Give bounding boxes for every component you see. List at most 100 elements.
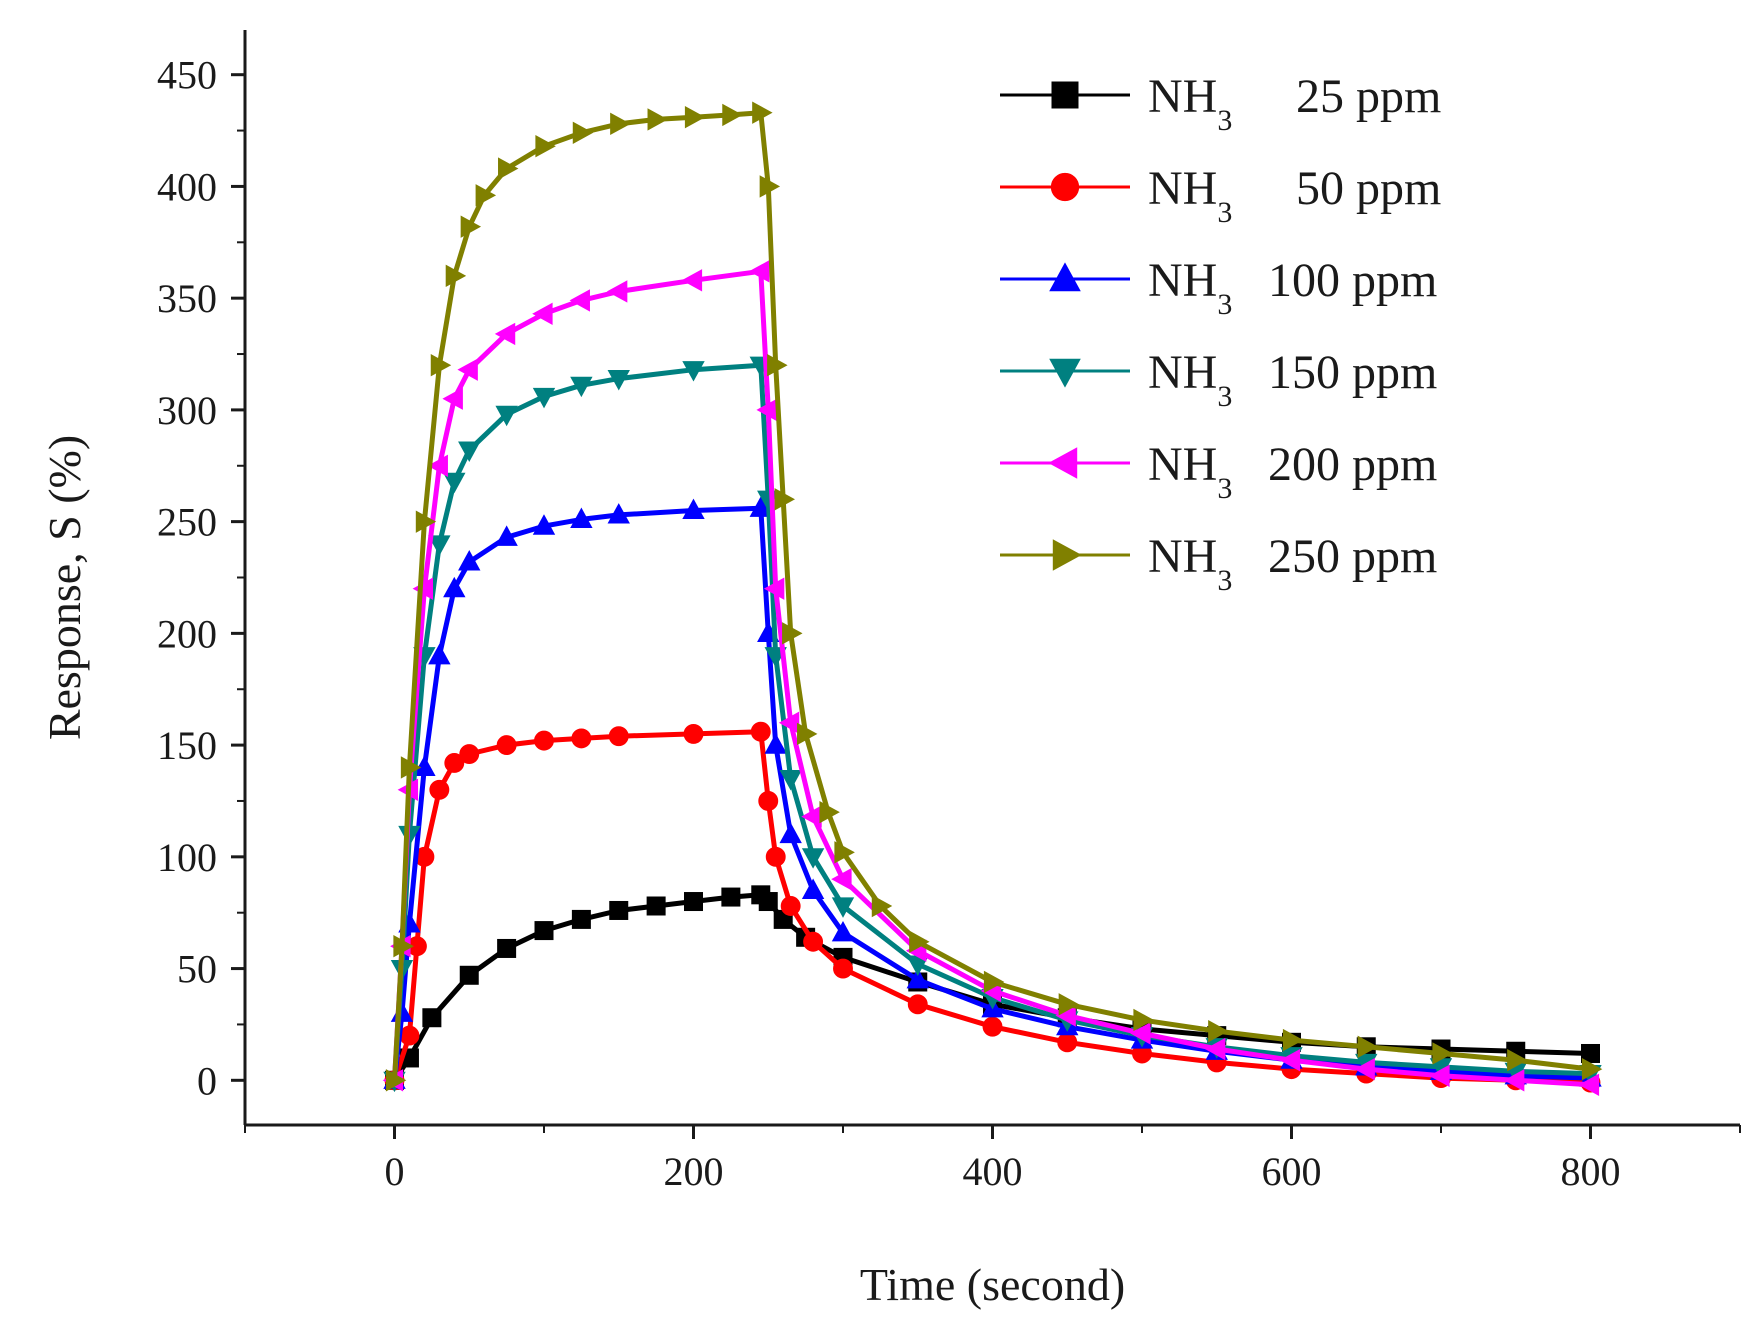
data-point (834, 841, 855, 864)
data-point (774, 488, 796, 511)
data-point (1282, 1028, 1304, 1052)
data-point (475, 184, 497, 207)
data-point (385, 1069, 407, 1092)
data-point (778, 711, 800, 734)
data-point (819, 800, 840, 824)
x-tick-label: 200 (664, 1149, 724, 1194)
data-point (428, 535, 451, 556)
data-point (443, 472, 466, 494)
data-point (458, 550, 481, 571)
y-tick-label: 150 (157, 723, 217, 768)
data-point (1429, 1064, 1450, 1088)
data-point (983, 970, 1005, 994)
series-1 (385, 885, 1600, 1090)
data-point (427, 454, 448, 477)
data-point (1057, 1032, 1078, 1053)
legend-marker (1052, 539, 1082, 571)
data-point (495, 525, 518, 546)
data-point (906, 967, 929, 989)
data-point (1279, 1049, 1301, 1072)
data-point (430, 354, 452, 377)
data-point (763, 577, 785, 600)
data-point (779, 770, 802, 791)
data-point (1503, 1069, 1525, 1092)
data-point (532, 514, 556, 535)
data-point (607, 370, 630, 391)
data-point (722, 103, 743, 127)
data-point (534, 921, 554, 941)
data-point (532, 387, 556, 409)
x-tick-label: 0 (385, 1149, 405, 1194)
y-tick-label: 200 (157, 611, 217, 656)
series-2 (384, 721, 1601, 1093)
data-point (1208, 1019, 1229, 1043)
data-point (764, 733, 787, 754)
legend-item-6: NH3 250 ppm (1000, 530, 1437, 597)
y-tick-label: 50 (177, 947, 217, 992)
legend-label: NH3 100 ppm (1148, 254, 1437, 321)
data-point (982, 1016, 1003, 1037)
data-point (534, 730, 554, 751)
legend-label: NH3 250 ppm (1148, 530, 1437, 597)
data-point (444, 753, 465, 773)
data-point (765, 846, 786, 867)
data-point (797, 722, 818, 746)
data-point (831, 897, 855, 918)
data-point (801, 878, 825, 899)
x-axis-ticks: 0 200 400 600 800 (244, 1125, 1741, 1194)
axes: 0 50 100 150 200 250 300 350 400 450 0 200 400 600 80… (157, 30, 1741, 1194)
x-axis-title: Time (second) (860, 1259, 1125, 1310)
legend-label: NH3 25 ppm (1148, 70, 1441, 137)
data-point (833, 958, 853, 979)
data-point (610, 112, 631, 136)
series-line (392, 268, 1591, 1088)
data-point (609, 900, 629, 920)
data-point (1133, 1008, 1154, 1032)
series-6 (385, 101, 1603, 1092)
data-point (497, 938, 517, 958)
data-point (415, 510, 437, 533)
legend-marker (1048, 447, 1078, 479)
legend-marker (1051, 81, 1079, 109)
data-point (767, 354, 788, 377)
y-tick-label: 250 (157, 500, 217, 545)
data-point (422, 1008, 442, 1028)
y-tick-label: 300 (157, 388, 217, 433)
data-point (532, 302, 553, 326)
series-line (392, 362, 1591, 1081)
data-point (399, 1025, 420, 1046)
data-point (1058, 993, 1080, 1016)
y-tick-label: 400 (157, 164, 217, 209)
legend-label: NH3 150 ppm (1148, 346, 1437, 413)
legend-label: NH3 50 ppm (1148, 162, 1441, 229)
data-point (442, 387, 463, 410)
series-line (392, 729, 1591, 1085)
data-point (1581, 1057, 1603, 1081)
data-point (748, 260, 770, 283)
data-point (428, 643, 451, 665)
legend-item-3: NH3 100 ppm (1000, 254, 1437, 321)
data-point (570, 507, 593, 528)
series-5 (382, 260, 1600, 1096)
legend-marker (1050, 172, 1080, 202)
legend: NH3 25 ppm NH3 50 ppm NH3 100 ppm NH3 150 ppm NH… (1000, 70, 1441, 597)
data-point (457, 358, 478, 381)
data-point (572, 121, 594, 144)
data-point (1204, 1037, 1226, 1061)
data-point (831, 867, 852, 891)
data-point (831, 920, 855, 942)
data-point (400, 756, 422, 779)
data-point (1354, 1057, 1375, 1081)
data-point (750, 721, 771, 742)
legend-marker (1049, 262, 1081, 292)
data-point (393, 935, 414, 958)
data-point (459, 744, 480, 764)
series-layer (382, 101, 1603, 1096)
data-point (1507, 1049, 1528, 1072)
data-point (758, 791, 779, 811)
data-point (752, 101, 773, 124)
legend-item-5: NH3 200 ppm (1000, 438, 1437, 505)
data-point (721, 887, 741, 907)
data-point (682, 498, 705, 520)
